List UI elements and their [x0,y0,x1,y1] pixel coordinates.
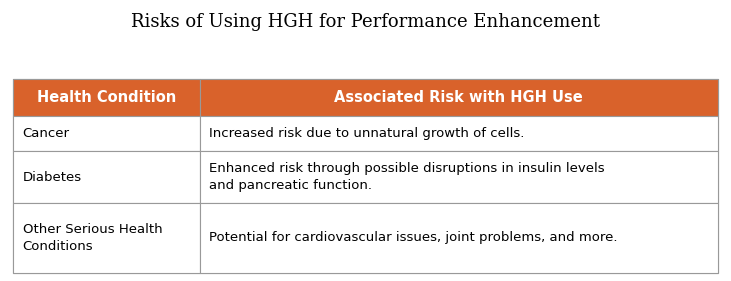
Bar [13,115,200,151]
Text: Potential for cardiovascular issues, joint problems, and more.: Potential for cardiovascular issues, joi… [209,231,618,244]
Bar [200,151,718,203]
Text: Associated Risk with HGH Use: Associated Risk with HGH Use [335,90,583,105]
Bar [13,203,200,273]
Text: Diabetes: Diabetes [23,171,82,183]
Text: Other Serious Health
Conditions: Other Serious Health Conditions [23,223,162,253]
Bar [200,79,718,115]
Text: Increased risk due to unnatural growth of cells.: Increased risk due to unnatural growth o… [209,127,525,140]
Bar [13,151,200,203]
Bar [200,115,718,151]
Bar [13,79,718,273]
Bar [13,79,200,115]
Text: Health Condition: Health Condition [37,90,176,105]
Text: Cancer: Cancer [23,127,69,140]
Text: Enhanced risk through possible disruptions in insulin levels
and pancreatic func: Enhanced risk through possible disruptio… [209,162,605,192]
Bar [200,203,718,273]
Text: Risks of Using HGH for Performance Enhancement: Risks of Using HGH for Performance Enhan… [131,13,600,31]
